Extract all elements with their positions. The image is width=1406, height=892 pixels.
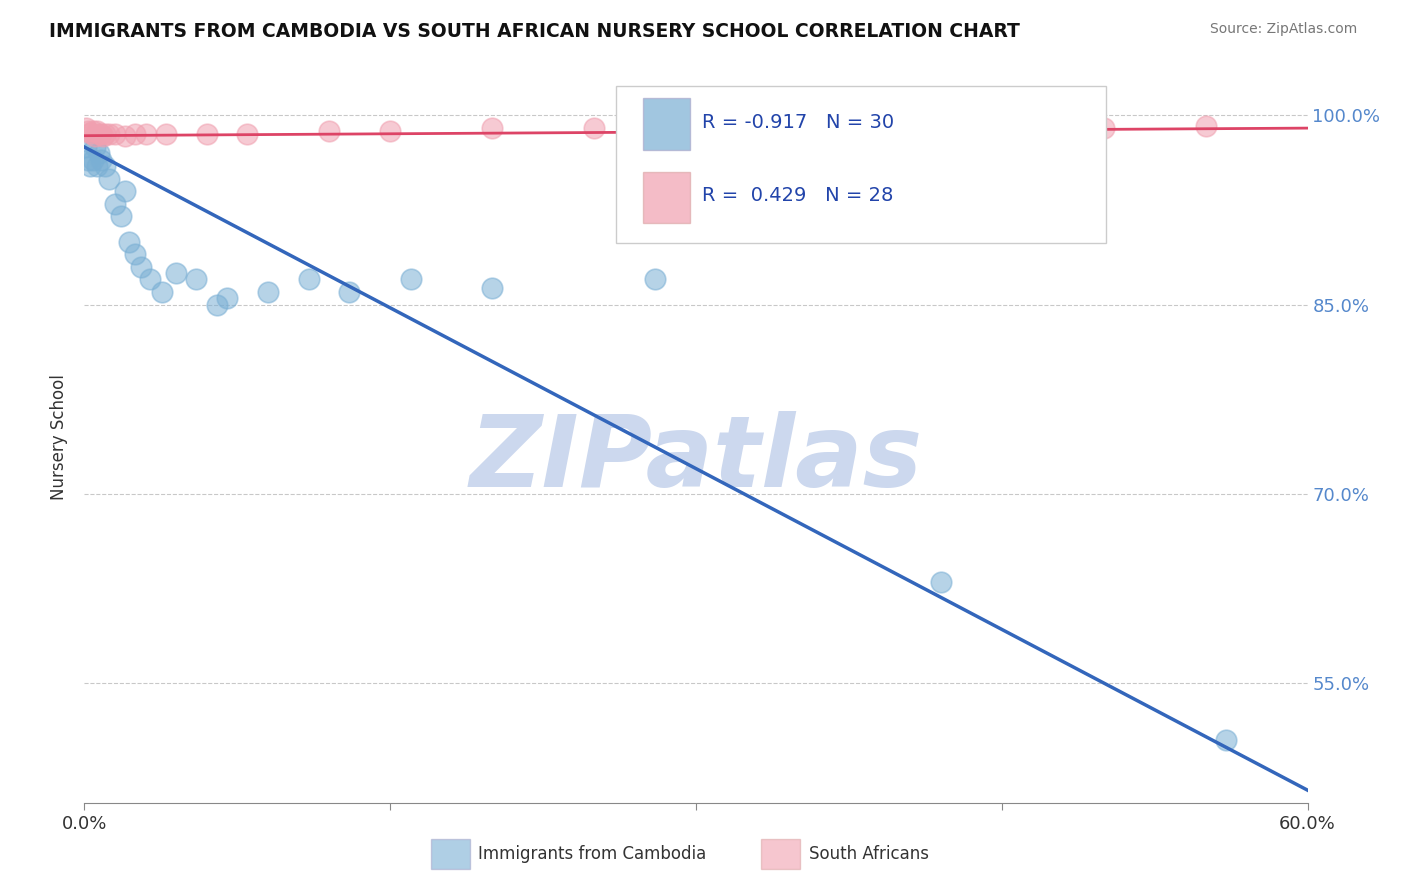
Point (1195, 119, 1218, 133)
Point (77, 153, 100, 167)
Point (93, 159, 115, 173)
Point (150, 285, 173, 299)
Point (75, 140, 97, 154)
Text: R = -0.917   N = 30: R = -0.917 N = 30 (702, 113, 894, 132)
Point (257, 285, 280, 299)
Point (787, 123, 810, 137)
Point (124, 128, 146, 142)
Point (86, 123, 108, 137)
Point (86, 159, 108, 173)
Point (205, 298, 228, 312)
Point (195, 128, 218, 142)
Point (339, 285, 361, 299)
Point (82, 153, 104, 167)
Text: ZIPatlas: ZIPatlas (470, 410, 922, 508)
Point (929, 575, 952, 590)
FancyBboxPatch shape (644, 98, 690, 151)
Point (318, 123, 340, 137)
Text: Source: ZipAtlas.com: Source: ZipAtlas.com (1209, 22, 1357, 37)
Point (90, 153, 112, 167)
Point (131, 260, 153, 274)
Y-axis label: Nursery School: Nursery School (51, 374, 69, 500)
Point (83, 128, 105, 143)
Point (91, 128, 114, 143)
Text: Immigrants from Cambodia: Immigrants from Cambodia (478, 845, 706, 863)
Point (77, 123, 100, 137)
Point (75, 121, 97, 136)
Point (104, 128, 127, 142)
Text: South Africans: South Africans (808, 845, 928, 863)
FancyBboxPatch shape (644, 171, 690, 224)
Point (380, 123, 402, 137)
Point (79, 126, 101, 140)
FancyBboxPatch shape (761, 839, 800, 869)
FancyBboxPatch shape (430, 839, 470, 869)
Point (236, 128, 259, 142)
Point (481, 121, 503, 136)
Point (97, 128, 120, 142)
Point (114, 184, 136, 198)
Point (399, 272, 422, 286)
Point (685, 121, 707, 136)
Point (114, 128, 136, 143)
Point (79, 159, 101, 173)
Point (481, 281, 503, 295)
Point (82, 123, 104, 137)
Point (124, 247, 146, 261)
Point (90, 128, 112, 142)
Point (118, 235, 141, 249)
Text: IMMIGRANTS FROM CAMBODIA VS SOUTH AFRICAN NURSERY SCHOOL CORRELATION CHART: IMMIGRANTS FROM CAMBODIA VS SOUTH AFRICA… (49, 22, 1021, 41)
Point (87, 128, 110, 142)
Point (97, 171, 120, 186)
Point (298, 272, 321, 286)
FancyBboxPatch shape (616, 86, 1105, 244)
Point (217, 291, 239, 305)
Point (644, 272, 666, 286)
Point (889, 123, 911, 137)
Point (583, 121, 606, 136)
Point (93, 128, 115, 142)
Text: R =  0.429   N = 28: R = 0.429 N = 28 (702, 186, 893, 205)
Point (155, 128, 177, 142)
Point (104, 196, 127, 211)
Point (1215, 732, 1237, 747)
Point (991, 123, 1014, 137)
Point (83, 140, 105, 154)
Point (110, 210, 132, 224)
Point (135, 128, 157, 142)
Point (138, 272, 160, 286)
Point (1092, 121, 1115, 136)
Point (186, 272, 208, 286)
Point (165, 266, 187, 280)
Point (87, 146, 110, 161)
